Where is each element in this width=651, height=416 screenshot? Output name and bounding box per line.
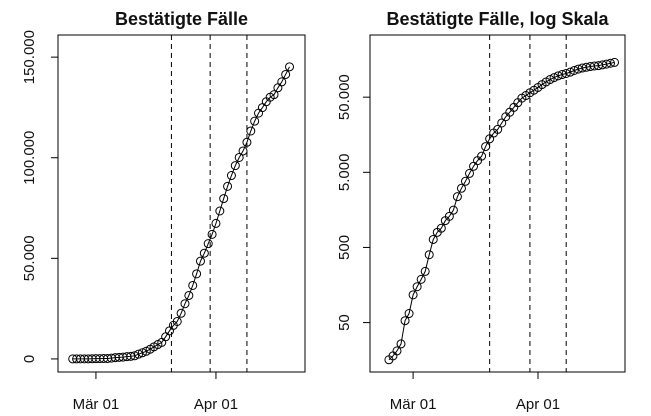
data-point <box>610 57 620 67</box>
data-point <box>497 118 507 128</box>
plot-box <box>57 34 306 373</box>
data-point <box>481 142 491 152</box>
data-point <box>392 346 402 356</box>
data-point <box>605 58 615 68</box>
data-point <box>246 126 256 136</box>
data-point <box>188 280 198 290</box>
data-point <box>565 67 575 77</box>
data-point <box>223 181 233 191</box>
data-point <box>242 137 252 147</box>
data-point <box>277 77 287 87</box>
data-point <box>553 71 563 81</box>
data-point <box>456 183 466 193</box>
data-point <box>134 349 144 359</box>
data-point <box>192 269 202 279</box>
data-point <box>545 75 555 85</box>
data-point <box>172 316 182 326</box>
data-point <box>424 250 434 260</box>
data-point <box>465 168 475 178</box>
x-tick-label: Mär 01 <box>390 396 437 413</box>
y-tick-label: 5.000 <box>336 154 353 192</box>
data-point <box>199 248 209 258</box>
x-tick-label: Apr 01 <box>516 396 560 413</box>
data-point <box>569 65 579 75</box>
data-point <box>396 339 406 349</box>
plot-box <box>369 34 626 373</box>
data-point <box>137 348 147 358</box>
data-point <box>285 62 295 72</box>
y-tick-label: 100.000 <box>21 131 38 185</box>
data-point <box>207 229 217 239</box>
data-point <box>416 274 426 284</box>
data-point <box>460 176 470 186</box>
data-point <box>195 256 205 266</box>
x-tick-label: Mär 01 <box>73 396 120 413</box>
x-tick-label: Apr 01 <box>194 396 238 413</box>
data-point <box>130 351 140 361</box>
data-point <box>269 90 279 100</box>
data-point <box>226 171 236 181</box>
data-point <box>452 192 462 202</box>
data-point <box>215 206 225 216</box>
y-tick-label: 0 <box>21 355 38 363</box>
data-point <box>250 116 260 126</box>
y-tick-label: 50.000 <box>21 235 38 281</box>
y-tick-label: 500 <box>336 235 353 260</box>
data-point <box>493 124 503 134</box>
data-point <box>444 211 454 221</box>
data-point <box>211 218 221 228</box>
data-point <box>281 69 291 79</box>
data-point <box>428 234 438 244</box>
data-point <box>436 223 446 233</box>
data-point <box>408 290 418 300</box>
data-point <box>561 68 571 78</box>
data-point <box>180 299 190 309</box>
data-point <box>234 152 244 162</box>
chart-title: Bestätigte Fälle <box>115 9 248 29</box>
data-point <box>176 308 186 318</box>
data-point <box>404 309 414 319</box>
y-tick-label: 50 <box>336 314 353 331</box>
y-tick-label: 50.000 <box>336 74 353 120</box>
data-point <box>420 266 430 276</box>
data-point <box>238 146 248 156</box>
data-point <box>230 161 240 171</box>
data-point <box>203 239 213 249</box>
data-point <box>549 73 559 83</box>
y-tick-label: 150.000 <box>21 30 38 84</box>
data-point <box>477 151 487 161</box>
data-point <box>219 194 229 204</box>
data-point <box>412 282 422 292</box>
data-point <box>448 205 458 215</box>
data-point <box>557 70 567 80</box>
data-line <box>388 61 615 361</box>
chart-title: Bestätigte Fälle, log Skala <box>386 9 609 29</box>
data-point <box>400 316 410 326</box>
data-point <box>184 290 194 300</box>
data-line <box>72 66 290 360</box>
